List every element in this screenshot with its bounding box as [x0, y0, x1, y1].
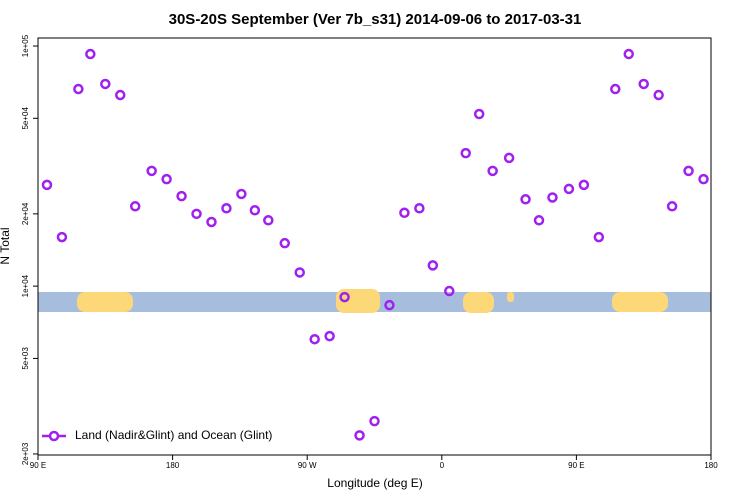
legend-marker — [48, 430, 60, 442]
point — [698, 173, 709, 185]
point — [279, 237, 291, 249]
point — [638, 78, 649, 90]
point — [487, 165, 498, 177]
point — [610, 83, 621, 95]
land-ocean-band — [38, 289, 711, 313]
point — [460, 147, 471, 159]
point — [191, 208, 202, 220]
point — [414, 203, 425, 214]
point — [73, 83, 84, 95]
point — [161, 173, 172, 185]
x-tick-label: 90 E — [568, 461, 584, 470]
point — [666, 201, 678, 212]
point — [41, 179, 53, 191]
point — [593, 231, 605, 243]
point — [399, 207, 410, 219]
point — [473, 108, 485, 120]
y-tick-label: 5e+03 — [21, 347, 30, 370]
point — [520, 194, 531, 205]
point — [354, 430, 365, 441]
point — [623, 48, 634, 60]
y-axis-label: N Total — [0, 227, 12, 264]
point — [146, 165, 157, 177]
y-tick-label: 1e+05 — [21, 34, 30, 57]
point — [324, 330, 335, 342]
point — [176, 190, 187, 202]
y-tick-label: 1e+04 — [21, 274, 30, 297]
point — [653, 89, 664, 101]
x-tick-label: 180 — [704, 461, 718, 470]
plot-frame — [37, 37, 712, 456]
point — [206, 216, 217, 228]
x-tick-label: 90 W — [298, 461, 317, 470]
point — [100, 78, 111, 90]
point — [563, 183, 575, 195]
point — [444, 285, 455, 297]
point — [56, 231, 68, 243]
y-tick-label: 2e+04 — [21, 202, 30, 225]
x-tick-label: 180 — [166, 461, 180, 470]
point — [85, 48, 96, 60]
point — [263, 215, 274, 226]
point — [547, 192, 558, 203]
point — [369, 415, 380, 427]
x-tick-label: 90 E — [30, 461, 46, 470]
x-axis-label: Longitude (deg E) — [327, 476, 422, 490]
point — [221, 203, 232, 214]
point — [503, 152, 515, 164]
point — [339, 291, 350, 303]
point — [578, 179, 590, 191]
point — [683, 165, 694, 177]
point — [294, 267, 305, 278]
point — [236, 188, 247, 200]
point — [427, 260, 439, 271]
x-tick-label: 0 — [440, 461, 445, 470]
point — [115, 89, 126, 101]
point — [249, 205, 261, 216]
y-tick-label: 2e+03 — [21, 442, 30, 465]
legend-label: Land (Nadir&Glint) and Ocean (Glint) — [75, 428, 272, 442]
chart-title: 30S-20S September (Ver 7b_s31) 2014-09-0… — [169, 11, 582, 28]
point — [129, 201, 141, 212]
y-tick-label: 5e+04 — [21, 107, 30, 130]
point — [309, 333, 320, 345]
point — [384, 299, 395, 311]
point — [533, 215, 545, 226]
